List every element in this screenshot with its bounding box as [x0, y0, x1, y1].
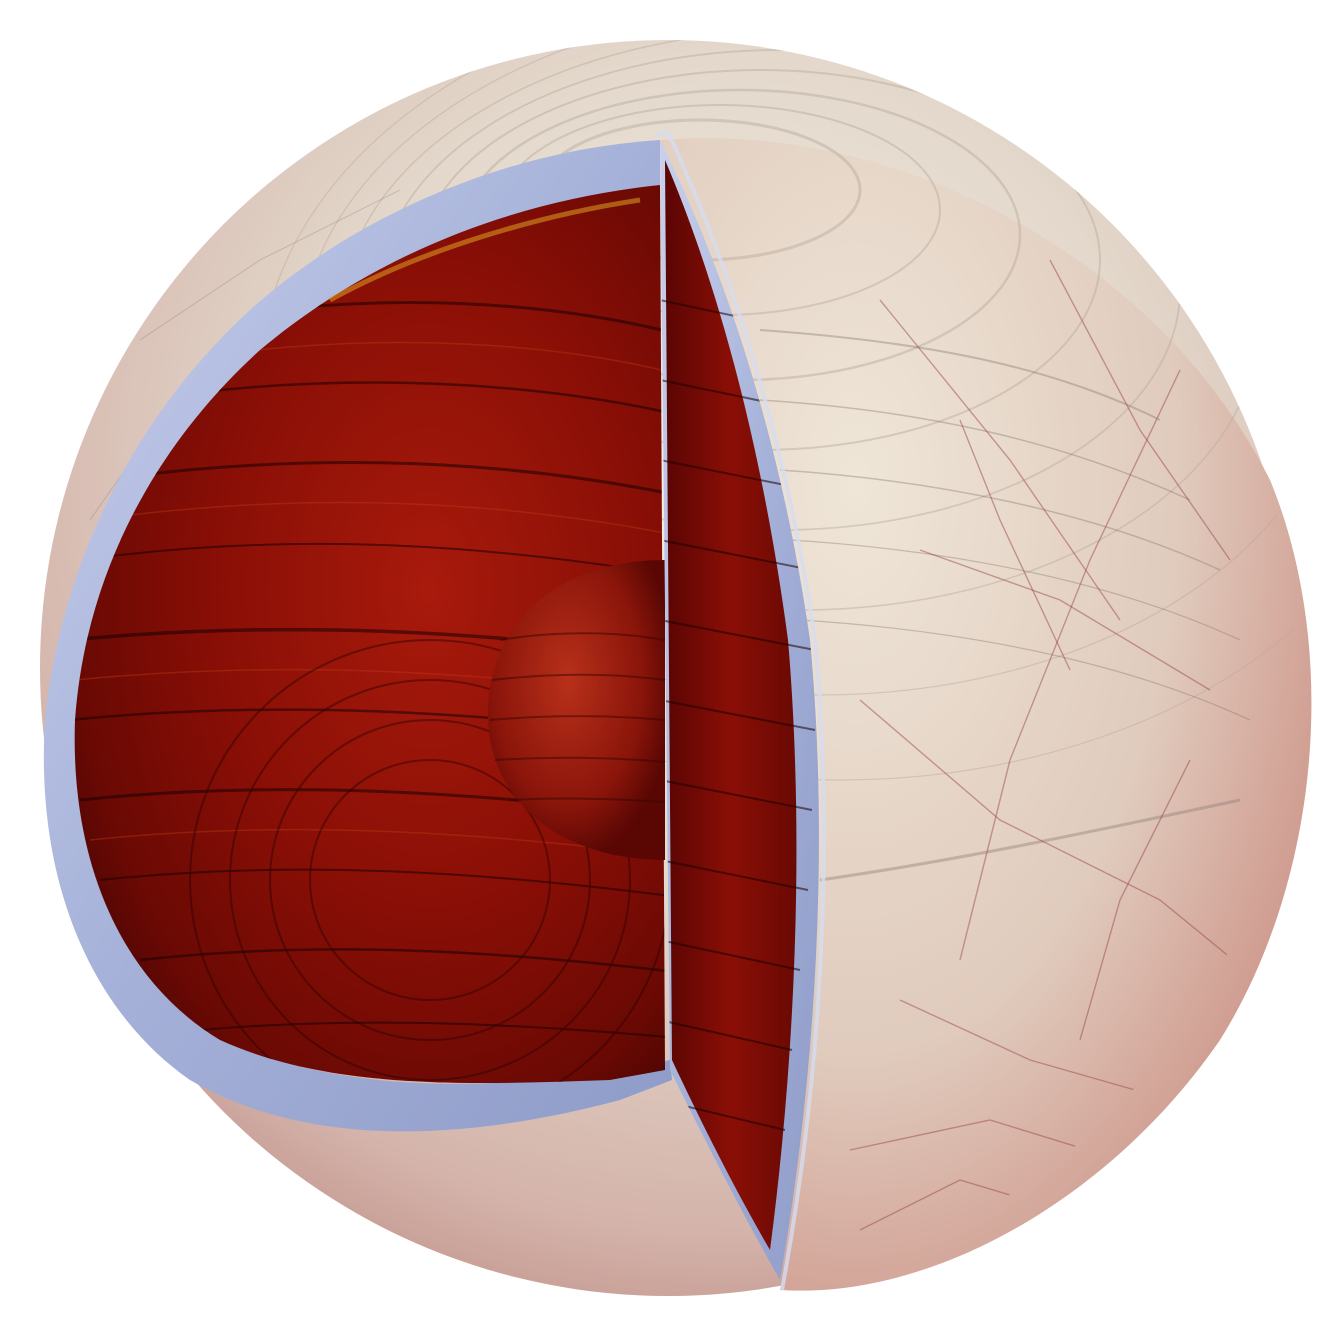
ocean-interior-wedge: [660, 140, 819, 1280]
shell-cut-edge: [654, 129, 826, 1291]
ocean-interior-left: [74, 185, 665, 1084]
ice-shell-left: [43, 140, 672, 1132]
core-sphere: [487, 560, 666, 860]
